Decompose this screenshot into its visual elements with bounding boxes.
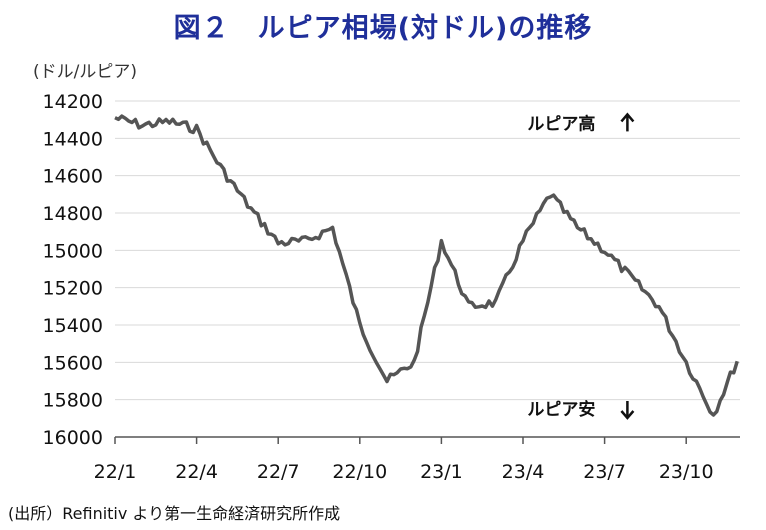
x-tick-label: 22/1: [94, 461, 137, 483]
y-tick-label: 16000: [43, 427, 103, 449]
x-tick-label: 23/1: [420, 461, 463, 483]
x-tick-label: 22/10: [332, 461, 387, 483]
arrow-down-icon: [620, 401, 635, 420]
y-tick-label: 14600: [43, 166, 103, 188]
annotation-label: ルピア安: [527, 399, 595, 420]
arrow-up-icon: [620, 112, 635, 132]
x-tick-marks: [114, 437, 687, 444]
y-axis-unit-label: (ドル/ルピア): [33, 62, 137, 82]
x-tick-labels: 22/1 22/4 22/7 22/10 23/1 23/4 23/7 23/10: [94, 461, 714, 483]
y-tick-label: 15000: [43, 240, 103, 262]
x-tick-label: 23/4: [502, 461, 545, 483]
chart-title: 図２ ルピア相場(対ドル)の推移: [173, 13, 593, 44]
y-tick-label: 14200: [43, 91, 103, 113]
y-tick-label: 14800: [43, 203, 103, 225]
y-tick-labels: 14200 14400 14600 14800 15000 15200 15400 15600…: [43, 91, 103, 449]
y-tick-label: 15800: [43, 390, 103, 412]
y-tick-label: 15200: [43, 278, 103, 300]
x-tick-label: 23/10: [659, 461, 714, 483]
series-line-idr-usd: [114, 114, 739, 417]
x-tick-label: 22/4: [175, 461, 218, 483]
gridlines: [115, 100, 740, 438]
y-tick-label: 15400: [43, 315, 103, 337]
y-tick-label: 15600: [43, 352, 103, 374]
x-tick-label: 23/7: [583, 461, 626, 483]
y-tick-label: 14400: [43, 128, 103, 150]
source-note: (出所）Refinitiv より第一生命経済研究所作成: [8, 504, 341, 523]
x-tick-label: 22/7: [257, 461, 300, 483]
annotation-label: ルピア高: [527, 113, 595, 134]
